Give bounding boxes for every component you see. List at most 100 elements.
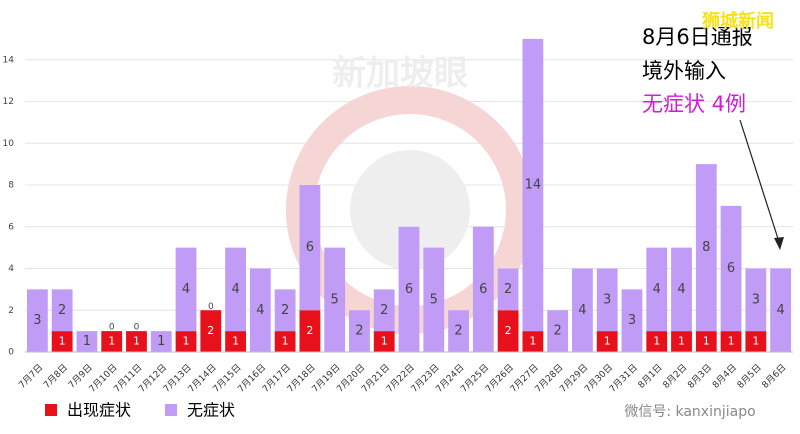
x-tick-label: 8月1日	[636, 362, 665, 391]
data-label: 1	[59, 335, 66, 348]
bar-segment	[299, 185, 321, 311]
bar-segment	[51, 289, 73, 332]
bar-segment	[547, 310, 569, 352]
bar-segment	[249, 268, 271, 352]
y-tick-label: 8	[8, 181, 14, 191]
data-label: 1	[282, 335, 289, 348]
bar-segment	[522, 331, 544, 352]
legend-label: 出现症状	[67, 401, 131, 420]
x-tick-label: 7月7日	[17, 362, 46, 391]
bar-segment	[274, 331, 296, 352]
bar-segment	[621, 289, 643, 352]
data-label: 0	[208, 302, 214, 312]
watermark-logo	[350, 150, 470, 270]
y-tick-label: 0	[8, 348, 14, 358]
legend-swatch	[45, 404, 57, 416]
bar-segment	[101, 331, 123, 352]
data-label: 4	[256, 303, 264, 318]
data-label: 1	[703, 335, 710, 348]
bar-segment	[695, 331, 717, 352]
x-tick-label: 8月3日	[686, 362, 715, 391]
bar-segment	[225, 331, 246, 352]
x-tick-label: 8月4日	[710, 362, 739, 391]
bar-segment	[472, 226, 494, 352]
data-label: 2	[554, 324, 562, 339]
bar-segment	[720, 331, 742, 352]
data-label: 8	[702, 240, 710, 255]
bar-segment	[299, 310, 321, 352]
y-tick-label: 12	[3, 97, 14, 107]
bar-segment	[720, 205, 742, 332]
bar-segment	[695, 164, 717, 332]
bar-segment	[349, 310, 370, 352]
bar-segment	[745, 268, 767, 332]
data-label: 2	[58, 303, 66, 318]
data-label: 6	[479, 282, 487, 297]
bar-segment	[51, 331, 73, 352]
bar-segment	[423, 247, 445, 352]
bar-segment	[175, 247, 197, 332]
arrow-head	[774, 237, 784, 250]
bar-segment	[126, 331, 147, 352]
data-label: 1	[728, 335, 735, 348]
data-label: 14	[525, 178, 542, 193]
bar-segment	[200, 310, 222, 352]
x-tick-label: 8月2日	[661, 362, 690, 391]
data-label: 1	[529, 335, 536, 348]
data-label: 3	[33, 313, 41, 328]
bar-segment	[646, 247, 668, 332]
data-label: 1	[133, 335, 140, 348]
bar-segment	[398, 226, 420, 352]
watermark: 新加坡眼	[332, 54, 468, 94]
data-label: 5	[331, 292, 339, 307]
data-label: 6	[727, 261, 735, 276]
bar-segment	[373, 331, 395, 352]
data-label: 3	[603, 292, 611, 307]
bar-segment	[76, 331, 98, 352]
data-label: 4	[653, 282, 661, 297]
x-tick-label: 8月6日	[760, 362, 789, 391]
bar-segment	[26, 289, 48, 352]
legend-swatch	[165, 404, 177, 416]
annotation: 无症状 4例	[642, 92, 746, 116]
arrow	[739, 119, 781, 246]
data-label: 4	[677, 282, 685, 297]
data-label: 0	[109, 323, 115, 333]
data-label: 2	[505, 324, 512, 337]
data-label: 3	[752, 292, 760, 307]
bar-segment	[373, 289, 395, 332]
data-label: 2	[355, 324, 363, 339]
bar-segment	[274, 289, 296, 332]
bar-segment	[497, 268, 519, 311]
data-label: 2	[306, 324, 313, 337]
data-label: 3	[628, 313, 636, 328]
data-label: 1	[157, 334, 165, 349]
data-label: 2	[380, 303, 388, 318]
bar-segment	[150, 331, 172, 352]
data-label: 2	[207, 324, 214, 337]
data-label: 1	[604, 335, 611, 348]
data-label: 2	[454, 324, 462, 339]
bar-segment	[770, 268, 792, 352]
bar-segment	[497, 310, 519, 352]
bar-segment	[324, 247, 346, 352]
data-label: 1	[381, 335, 388, 348]
data-label: 1	[678, 335, 685, 348]
data-label: 4	[776, 303, 784, 318]
bar-segment	[225, 247, 246, 332]
watermark: 狮城新闻	[702, 10, 774, 32]
data-label: 1	[232, 335, 239, 348]
y-tick-label: 10	[3, 139, 15, 149]
bar-segment	[572, 268, 593, 352]
y-tick-label: 14	[3, 55, 15, 65]
bar-segment	[175, 331, 197, 352]
bar-segment	[596, 268, 618, 332]
data-label: 5	[430, 292, 438, 307]
x-tick-label: 8月5日	[735, 362, 764, 391]
y-tick-label: 2	[8, 306, 14, 316]
bar-segment	[671, 331, 692, 352]
bar-segment	[448, 310, 469, 352]
data-label: 0	[134, 323, 140, 333]
legend-label: 无症状	[187, 401, 235, 420]
